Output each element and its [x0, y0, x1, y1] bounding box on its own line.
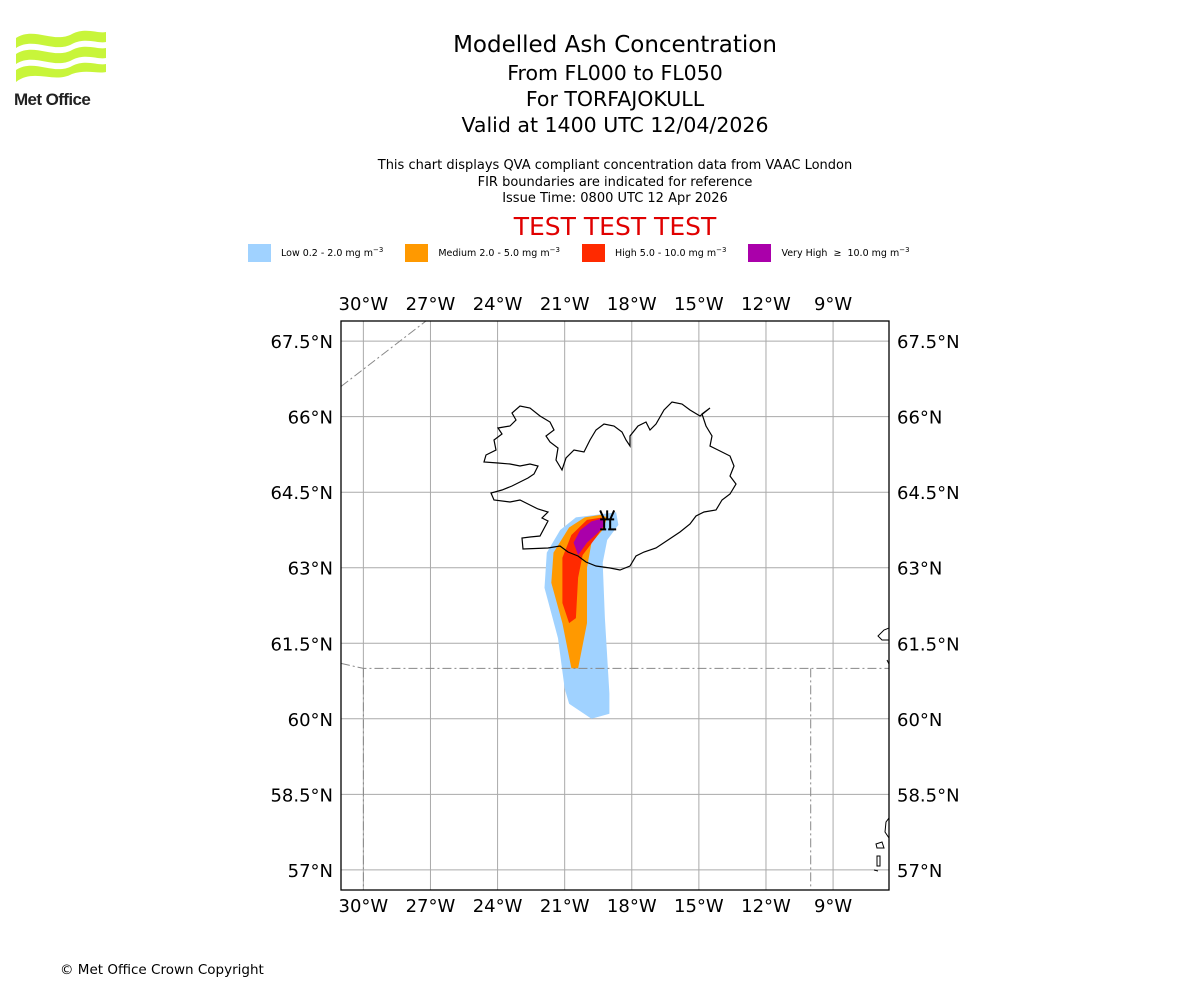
- y-tick-label-right: 67.5°N: [897, 332, 960, 353]
- volcano-name: For TORFAJOKULL: [525, 87, 705, 111]
- legend-item-high: High 5.0 - 10.0 mg m−3: [581, 244, 726, 262]
- x-tick-label-top: 18°W: [607, 294, 657, 315]
- y-tick-label-right: 63°N: [897, 559, 942, 580]
- legend-item-very-high: Very High ≥ 10.0 mg m−3: [748, 244, 910, 262]
- x-tick-label-bottom: 30°W: [339, 896, 389, 917]
- logo-text: Met Office: [14, 90, 91, 109]
- x-tick-label-bottom: 9°W: [814, 896, 852, 917]
- ash-contour-high: [562, 517, 605, 624]
- x-tick-label-top: 24°W: [473, 294, 523, 315]
- y-tick-label-right: 61.5°N: [897, 634, 960, 655]
- issue-time: Issue Time: 0800 UTC 12 Apr 2026: [502, 191, 728, 206]
- fir-boundary-line: [341, 662, 889, 669]
- valid-time: Valid at 1400 UTC 12/04/2026: [461, 113, 769, 137]
- chart-titles: Modelled Ash Concentration From FL000 to…: [0, 30, 1200, 138]
- legend-swatch-medium: [405, 244, 429, 262]
- x-tick-label-top: 30°W: [339, 294, 389, 315]
- y-tick-label-left: 63°N: [288, 559, 333, 580]
- description-line-1: This chart displays QVA compliant concen…: [377, 158, 853, 173]
- legend-swatch-very-high: [748, 244, 772, 262]
- x-tick-label-top: 27°W: [406, 294, 456, 315]
- chart-title: Modelled Ash Concentration: [453, 32, 777, 58]
- legend-item-medium: Medium 2.0 - 5.0 mg m−3: [405, 244, 560, 262]
- legend-swatch-low: [248, 244, 271, 262]
- copyright-notice: © Met Office Crown Copyright: [60, 962, 264, 978]
- fir-boundary-line: [341, 321, 427, 387]
- axis-tick-labels: 30°W 30°W 27°W 27°W 24°W 24°W 21°W 21°W 18°W 18°W…: [270, 294, 959, 917]
- y-tick-label-left: 57°N: [288, 861, 333, 882]
- met-office-waves-icon: [16, 30, 106, 82]
- y-tick-label-left: 58.5°N: [270, 785, 333, 806]
- faroe-coastline: [877, 627, 889, 665]
- coastlines: [483, 401, 889, 872]
- legend-label-medium: Medium 2.0 - 5.0 mg m: [438, 248, 550, 260]
- legend-swatch-high: [581, 244, 605, 262]
- x-tick-label-bottom: 24°W: [473, 896, 523, 917]
- y-tick-label-left: 64.5°N: [270, 483, 333, 504]
- y-tick-label-left: 60°N: [288, 710, 333, 731]
- map-frame: [340, 320, 890, 891]
- chart-description: This chart displays QVA compliant concen…: [0, 158, 1200, 208]
- y-tick-label-left: 61.5°N: [270, 634, 333, 655]
- test-banner: TEST TEST TEST: [513, 212, 717, 241]
- x-tick-label-top: 12°W: [741, 294, 791, 315]
- shetland-coastline: [873, 817, 889, 872]
- y-tick-label-right: 66°N: [897, 408, 942, 429]
- ash-contour-very-high: [573, 518, 605, 556]
- legend-label-low: Low 0.2 - 2.0 mg m: [281, 248, 373, 260]
- y-tick-label-right: 57°N: [897, 861, 942, 882]
- legend-label-high: High 5.0 - 10.0 mg m: [614, 248, 717, 260]
- volcano-symbol: [599, 510, 617, 531]
- y-tick-label-right: 58.5°N: [897, 785, 960, 806]
- x-tick-label-bottom: 27°W: [406, 896, 456, 917]
- x-tick-label-top: 9°W: [814, 294, 852, 315]
- x-tick-label-bottom: 12°W: [741, 896, 791, 917]
- y-tick-label-left: 67.5°N: [270, 332, 333, 353]
- ash-contours: [544, 512, 619, 719]
- x-tick-label-bottom: 18°W: [607, 896, 657, 917]
- y-tick-label-left: 66°N: [288, 408, 333, 429]
- description-line-2: FIR boundaries are indicated for referen…: [477, 174, 753, 190]
- y-tick-label-right: 64.5°N: [897, 483, 960, 504]
- fir-boundaries: [341, 321, 889, 890]
- met-office-logo: Met Office: [14, 28, 110, 114]
- x-tick-label-bottom: 15°W: [674, 896, 724, 917]
- gridlines: [341, 321, 889, 890]
- x-tick-label-bottom: 21°W: [540, 896, 590, 917]
- y-tick-label-right: 60°N: [897, 710, 942, 731]
- flight-level-range: From FL000 to FL050: [507, 61, 723, 85]
- volcano-marker-icon: [599, 510, 617, 531]
- legend-label-very-high: Very High ≥ 10.0 mg m: [781, 248, 900, 260]
- x-tick-label-top: 15°W: [674, 294, 724, 315]
- iceland-coastline: [483, 401, 737, 571]
- x-tick-label-top: 21°W: [540, 294, 590, 315]
- legend: Low 0.2 - 2.0 mg m−3 Medium 2.0 - 5.0 mg…: [248, 244, 932, 262]
- legend-item-low: Low 0.2 - 2.0 mg m−3: [248, 244, 383, 262]
